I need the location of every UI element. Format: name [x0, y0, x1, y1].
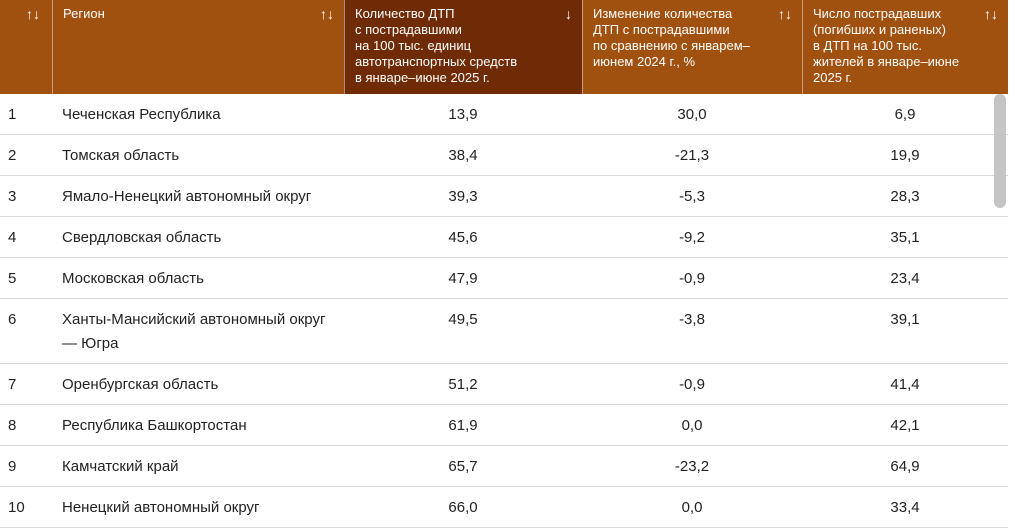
table-row: 10 Ненецкий автономный округ 66,0 0,0 33…: [0, 487, 1008, 528]
table-row: 2 Томская область 38,4 -21,3 19,9: [0, 135, 1008, 176]
accidents-cell: 65,7: [448, 458, 478, 475]
region-cell: Республика Башкортостан: [62, 417, 247, 434]
region-cell: Томская область: [62, 147, 180, 164]
sort-icon[interactable]: ↑↓: [26, 6, 40, 22]
change-cell: -0,9: [679, 270, 705, 287]
change-cell: -5,3: [679, 188, 705, 205]
change-cell: 30,0: [677, 106, 707, 123]
region-cell: Ханты-Мансийский автономный округ — Югра: [62, 311, 326, 352]
sort-icon[interactable]: ↑↓: [320, 6, 334, 22]
accidents-cell: 49,5: [448, 311, 478, 328]
table-row: 4 Свердловская область 45,6 -9,2 35,1: [0, 217, 1008, 258]
table-row: 5 Московская область 47,9 -0,9 23,4: [0, 258, 1008, 299]
region-cell: Свердловская область: [62, 229, 222, 246]
change-cell: 0,0: [681, 417, 703, 434]
vertical-scrollbar[interactable]: [994, 94, 1006, 528]
accidents-cell: 39,3: [448, 188, 478, 205]
header-change[interactable]: Изменение количества ДТП с пострадавшими…: [582, 0, 802, 94]
rank-cell: 4: [8, 229, 17, 246]
rank-cell: 7: [8, 376, 17, 393]
accidents-cell: 51,2: [448, 376, 478, 393]
table-header: ↑↓ Регион ↑↓ Количество ДТП с пострадавш…: [0, 0, 1008, 94]
header-rank[interactable]: ↑↓: [0, 0, 52, 94]
victims-cell: 64,9: [890, 458, 920, 475]
region-cell: Оренбургская область: [62, 376, 219, 393]
table-row: 1 Чеченская Республика 13,9 30,0 6,9: [0, 94, 1008, 135]
header-region[interactable]: Регион ↑↓: [52, 0, 344, 94]
victims-cell: 33,4: [890, 499, 920, 516]
victims-cell: 6,9: [894, 106, 916, 123]
rank-cell: 1: [8, 106, 17, 123]
rank-cell: 3: [8, 188, 17, 205]
accidents-cell: 47,9: [448, 270, 478, 287]
change-cell: -0,9: [679, 376, 705, 393]
victims-cell: 28,3: [890, 188, 920, 205]
accidents-cell: 13,9: [448, 106, 478, 123]
region-cell: Чеченская Республика: [62, 106, 221, 123]
accidents-cell: 66,0: [448, 499, 478, 516]
sort-icon[interactable]: ↑↓: [984, 6, 998, 22]
header-label: Изменение количества ДТП с пострадавшими…: [593, 6, 750, 69]
rank-cell: 8: [8, 417, 17, 434]
victims-cell: 39,1: [890, 311, 920, 328]
change-cell: -9,2: [679, 229, 705, 246]
header-label: Число пострадавших (погибших и раненых) …: [813, 6, 960, 85]
region-cell: Ненецкий автономный округ: [62, 499, 260, 516]
victims-cell: 41,4: [890, 376, 920, 393]
victims-cell: 35,1: [890, 229, 920, 246]
table-row: 3 Ямало-Ненецкий автономный округ 39,3 -…: [0, 176, 1008, 217]
region-cell: Камчатский край: [62, 458, 179, 475]
victims-cell: 42,1: [890, 417, 920, 434]
header-label: Регион: [63, 6, 105, 21]
rank-cell: 9: [8, 458, 17, 475]
region-cell: Московская область: [62, 270, 204, 287]
header-accidents[interactable]: Количество ДТП с пострадавшими на 100 ты…: [344, 0, 582, 94]
sort-desc-icon[interactable]: ↓: [565, 6, 572, 22]
accidents-cell: 38,4: [448, 147, 478, 164]
rank-cell: 2: [8, 147, 17, 164]
sort-icon[interactable]: ↑↓: [778, 6, 792, 22]
change-cell: -23,2: [674, 458, 710, 475]
rank-cell: 5: [8, 270, 17, 287]
change-cell: -21,3: [674, 147, 710, 164]
accidents-cell: 61,9: [448, 417, 478, 434]
rank-cell: 6: [8, 311, 17, 328]
table-row: 6 Ханты-Мансийский автономный округ — Юг…: [0, 299, 1008, 364]
header-victims[interactable]: Число пострадавших (погибших и раненых) …: [802, 0, 1008, 94]
scroll-thumb[interactable]: [994, 94, 1006, 208]
change-cell: 0,0: [681, 499, 703, 516]
table-row: 7 Оренбургская область 51,2 -0,9 41,4: [0, 364, 1008, 405]
table-row: 9 Камчатский край 65,7 -23,2 64,9: [0, 446, 1008, 487]
table-body: 1 Чеченская Республика 13,9 30,0 6,9 2 Т…: [0, 94, 1008, 528]
victims-cell: 23,4: [890, 270, 920, 287]
rank-cell: 10: [8, 499, 25, 516]
table-row: 8 Республика Башкортостан 61,9 0,0 42,1: [0, 405, 1008, 446]
region-cell: Ямало-Ненецкий автономный округ: [62, 188, 312, 205]
change-cell: -3,8: [679, 311, 705, 328]
accidents-cell: 45,6: [448, 229, 478, 246]
victims-cell: 19,9: [890, 147, 920, 164]
header-label: Количество ДТП с пострадавшими на 100 ты…: [355, 6, 518, 85]
